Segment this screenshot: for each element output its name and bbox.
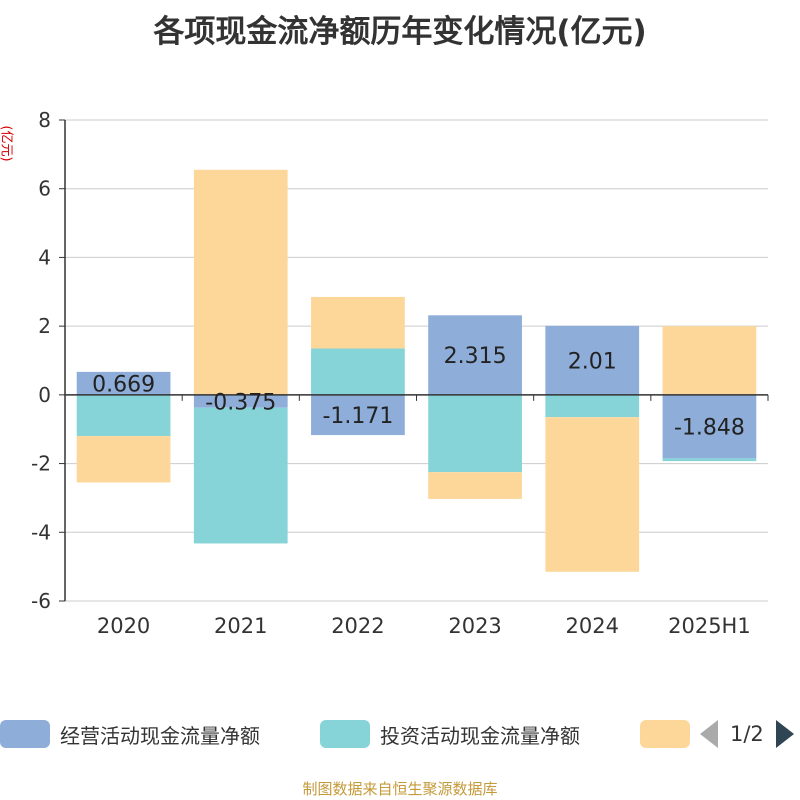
legend-prev-arrow-icon[interactable]	[700, 720, 718, 748]
data-label: -1.848	[674, 416, 745, 441]
legend-swatch-investing	[320, 720, 370, 748]
legend-item-investing[interactable]: 投资活动现金流量净额	[320, 714, 580, 754]
legend-label-operating: 经营活动现金流量净额	[60, 723, 260, 748]
bar-series1-2022	[311, 348, 405, 395]
x-tick-label: 2022	[331, 614, 384, 638]
y-tick-label: -4	[31, 520, 51, 544]
x-tick-label: 2020	[97, 614, 150, 638]
x-tick-label: 2025H1	[668, 614, 751, 638]
bar-series2-2022	[311, 296, 405, 349]
y-tick-label: 8	[38, 108, 51, 132]
legend-swatch-financing	[640, 720, 690, 748]
bar-series0-2024	[545, 325, 640, 395]
data-label: -0.375	[205, 390, 276, 415]
x-tick-label: 2023	[448, 614, 501, 638]
legend-label-investing: 投资活动现金流量净额	[380, 723, 580, 748]
bar-series0-2025H1	[662, 394, 757, 459]
data-label: -1.171	[322, 404, 393, 429]
bar-series1-2023	[428, 394, 522, 473]
bar-series1-2021	[193, 407, 288, 544]
data-label: 2.01	[568, 349, 617, 374]
bar-series0-2022	[311, 394, 405, 436]
bar-series1-2020	[76, 394, 171, 437]
x-tick-label: 2021	[214, 614, 267, 638]
bar-series1-2024	[545, 394, 640, 418]
legend-item-financing[interactable]	[640, 714, 700, 754]
bar-series0-2023	[428, 315, 522, 395]
data-label: 2.315	[444, 344, 507, 369]
legend: 经营活动现金流量净额 投资活动现金流量净额 1/2	[0, 714, 800, 754]
legend-swatch-operating	[0, 720, 50, 748]
bar-series0-2021	[193, 394, 288, 408]
chart-title: 各项现金流净额历年变化情况(亿元)	[153, 14, 647, 50]
x-tick-label: 2024	[566, 614, 619, 638]
legend-item-operating[interactable]: 经营活动现金流量净额	[0, 714, 260, 754]
data-label: 0.669	[92, 372, 155, 397]
y-tick-label: 6	[38, 177, 51, 201]
y-tick-label: 0	[38, 383, 51, 407]
bar-series2-2024	[545, 417, 640, 572]
bar-series2-2020	[76, 436, 171, 483]
bar-series0-2020	[76, 371, 171, 395]
y-tick-label: 4	[38, 245, 51, 269]
stacked-bar-chart: -6 -4 -2 0 2 4 6 8 2020 2021 2022 2023 2024 2025H1 0.6…	[31, 108, 769, 638]
legend-next-arrow-icon[interactable]	[775, 720, 794, 748]
legend-page-indicator: 1/2	[730, 722, 764, 746]
bar-series2-2021	[193, 169, 288, 395]
bar-series1-2025H1	[662, 458, 757, 462]
bar-series2-2025H1	[662, 326, 757, 395]
y-tick-label: 2	[38, 314, 51, 338]
y-tick-label: -2	[31, 452, 51, 476]
y-tick-label: -6	[31, 589, 51, 613]
legend-pager: 1/2	[700, 714, 794, 754]
bar-series2-2023	[428, 472, 522, 499]
data-source-note: 制图数据来自恒生聚源数据库	[302, 780, 498, 798]
